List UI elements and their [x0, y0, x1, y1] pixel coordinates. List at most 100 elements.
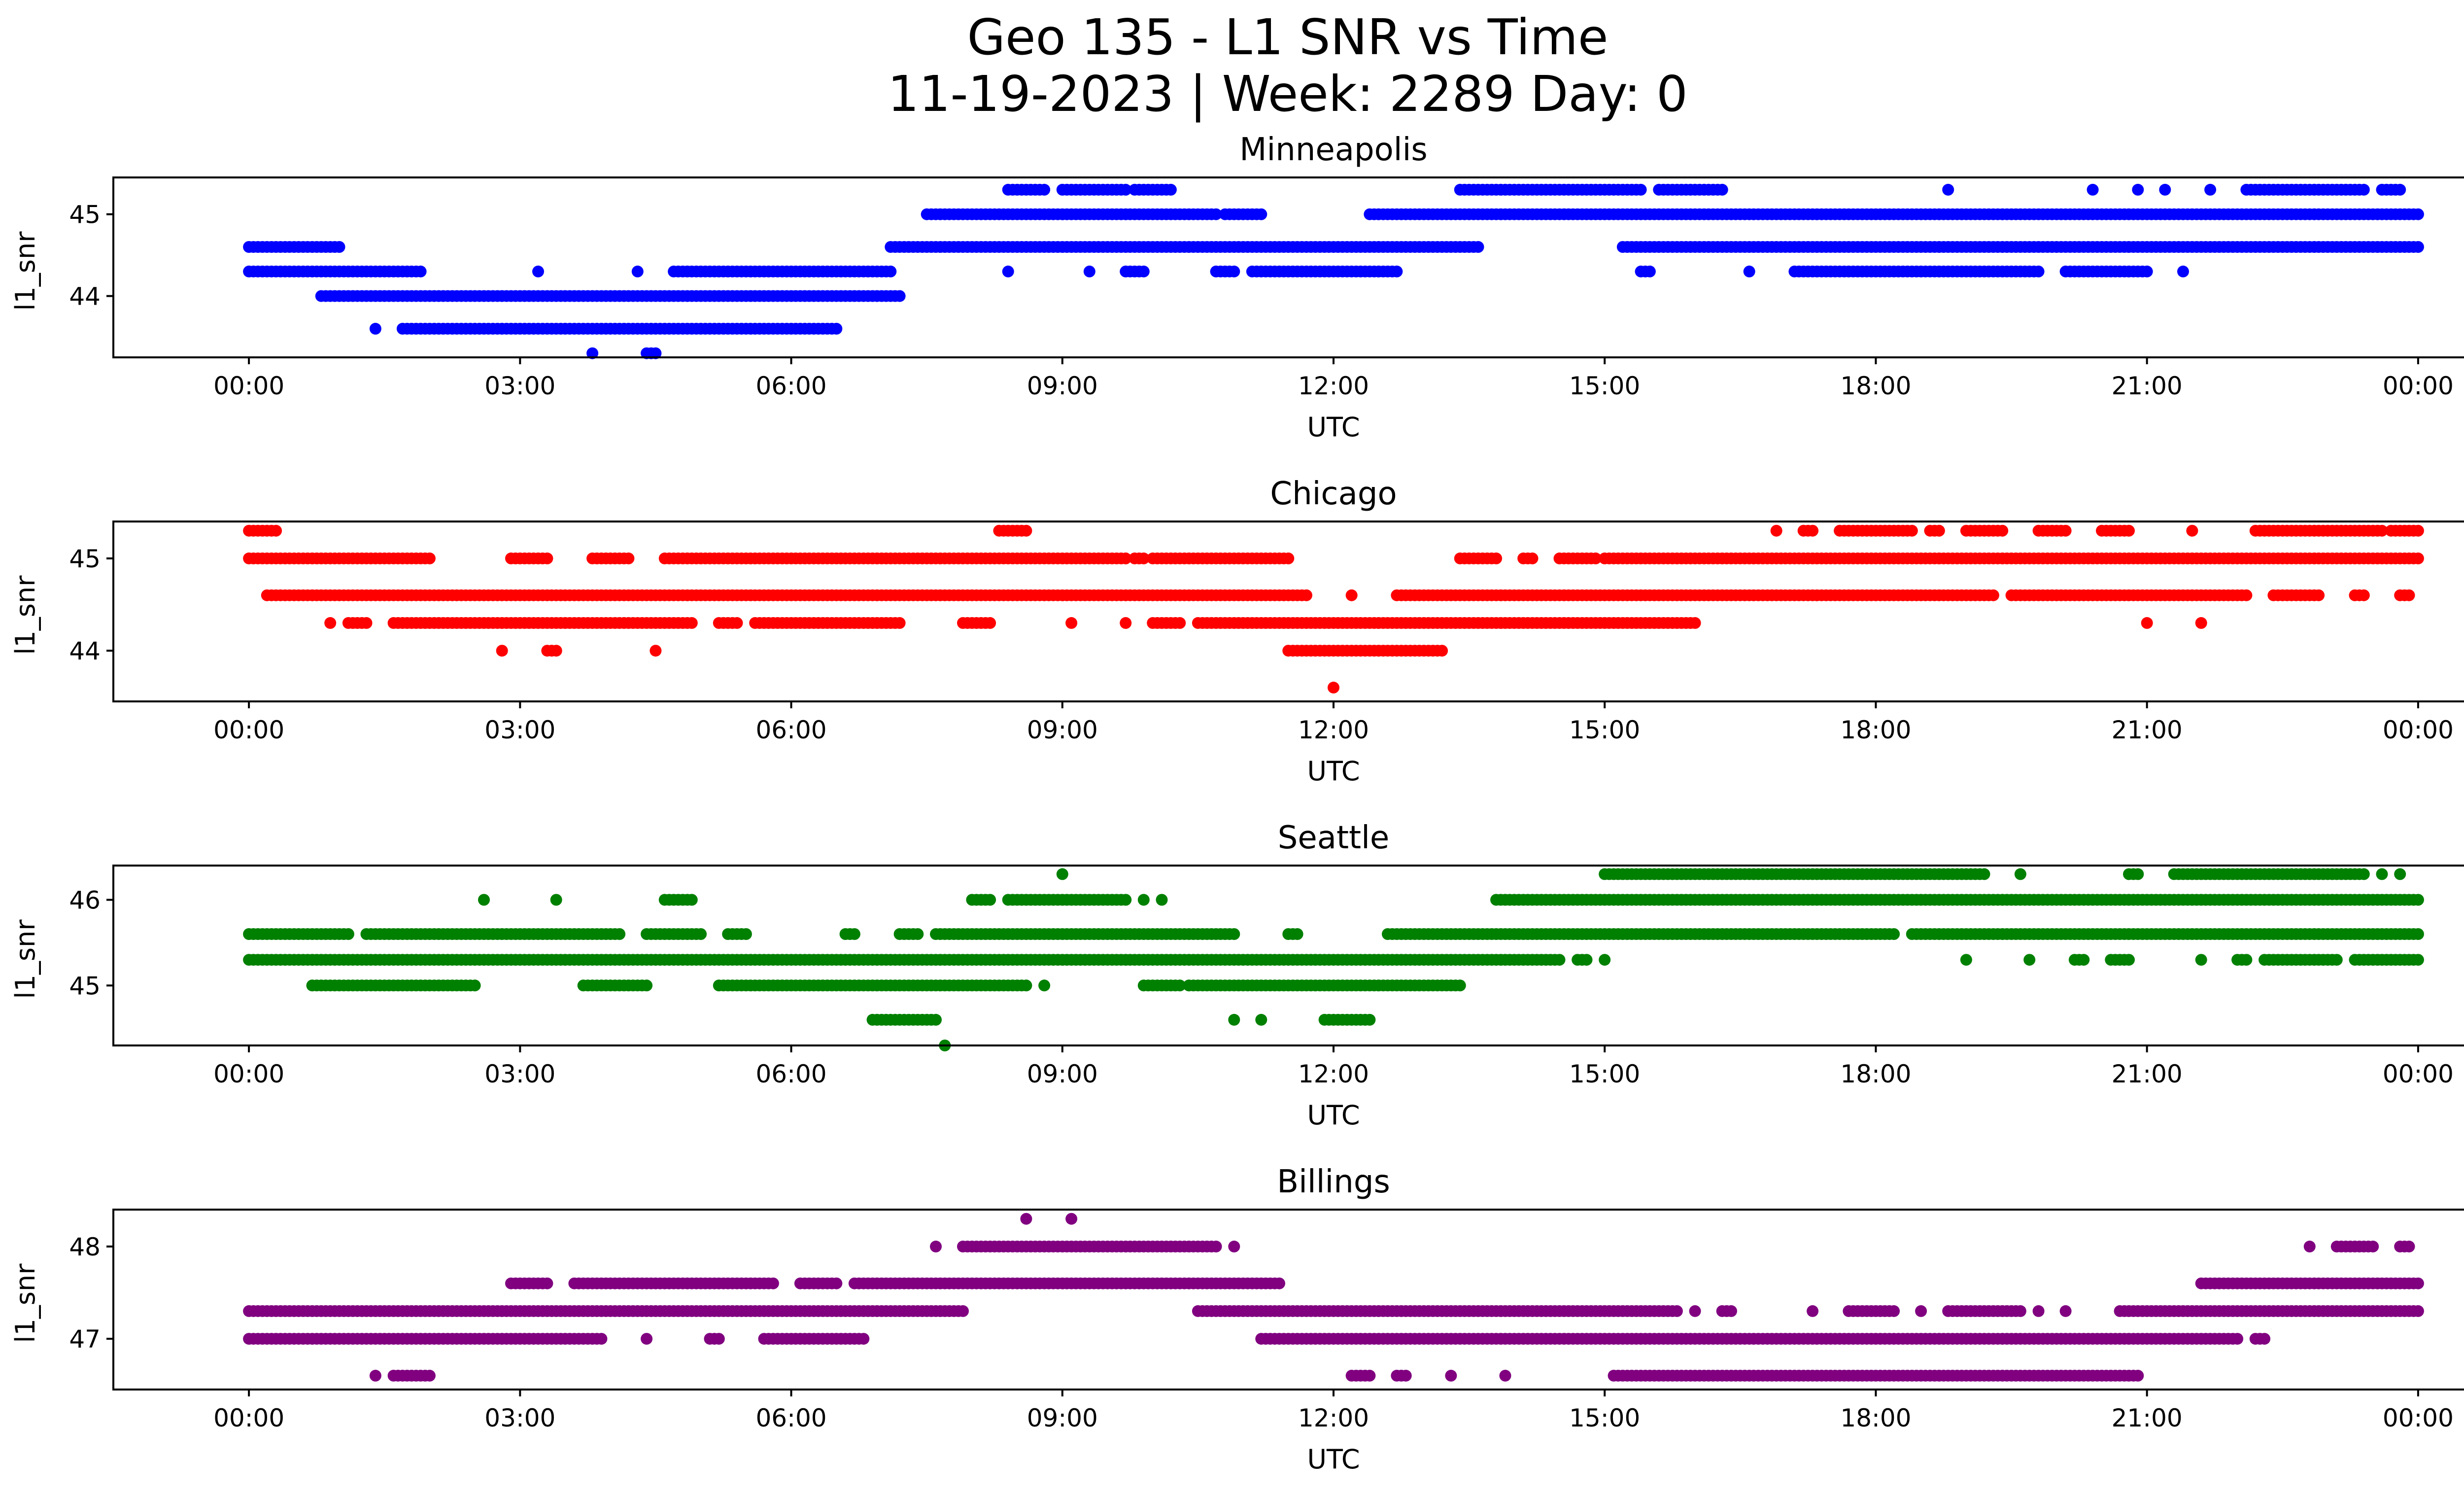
data-point	[893, 617, 906, 629]
data-point	[1526, 552, 1539, 564]
data-point	[1807, 524, 1819, 537]
data-point	[1400, 1369, 1412, 1382]
data-point	[2240, 589, 2253, 601]
x-tick-label: 21:00	[2112, 1060, 2183, 1088]
x-tick-label: 18:00	[1840, 1060, 1911, 1088]
chicago-points	[243, 524, 2424, 694]
x-tick-label: 00:00	[213, 1060, 284, 1088]
data-point	[1120, 552, 1132, 564]
data-point	[1137, 894, 1150, 906]
data-point	[1038, 183, 1051, 196]
data-point	[478, 894, 490, 906]
data-point	[2412, 208, 2424, 220]
data-point	[641, 1333, 653, 1345]
data-point	[1164, 183, 1177, 196]
x-axis-label: UTC	[1307, 1100, 1360, 1131]
data-point	[984, 617, 996, 629]
data-point	[1716, 183, 1728, 196]
x-tick-label: 09:00	[1027, 1060, 1098, 1088]
data-point	[1083, 265, 1095, 278]
data-point	[713, 1333, 725, 1345]
data-point	[1255, 1013, 1267, 1026]
data-point	[650, 645, 662, 657]
data-point	[685, 617, 698, 629]
y-axis-label: l1_snr	[10, 919, 41, 999]
data-point	[2186, 524, 2198, 537]
data-point	[1020, 979, 1032, 992]
data-point	[2412, 552, 2424, 564]
data-point	[622, 552, 635, 564]
x-axis-label: UTC	[1307, 756, 1360, 787]
x-tick-label: 15:00	[1569, 372, 1640, 400]
x-tick-label: 00:00	[2383, 1404, 2454, 1432]
x-tick-label: 00:00	[213, 1404, 284, 1432]
data-point	[423, 552, 436, 564]
data-point	[830, 1277, 843, 1289]
data-point	[270, 524, 282, 537]
data-point	[1743, 265, 1755, 278]
data-point	[1589, 552, 1602, 564]
data-point	[1635, 183, 1647, 196]
y-axis-label: l1_snr	[10, 575, 41, 655]
data-point	[2412, 1305, 2424, 1317]
data-point	[631, 265, 644, 278]
data-point	[2014, 868, 2026, 880]
data-point	[2087, 183, 2099, 196]
data-point	[1770, 524, 1782, 537]
data-point	[1328, 681, 1339, 694]
x-axis-label: UTC	[1307, 1444, 1360, 1475]
x-tick-label: 18:00	[1840, 372, 1911, 400]
x-tick-label: 06:00	[756, 1404, 827, 1432]
panel-title: Seattle	[1278, 820, 1390, 856]
x-tick-label: 09:00	[1027, 372, 1098, 400]
data-point	[893, 290, 906, 302]
data-point	[1445, 1369, 1457, 1382]
data-point	[957, 1305, 969, 1317]
data-point	[1174, 617, 1186, 629]
data-point	[984, 894, 996, 906]
x-tick-label: 06:00	[756, 372, 827, 400]
panel-title: Billings	[1277, 1164, 1390, 1200]
x-tick-label: 06:00	[756, 1060, 827, 1088]
data-point	[1291, 928, 1303, 940]
data-point	[2141, 617, 2153, 629]
data-point	[2376, 524, 2388, 537]
y-tick-label: 45	[69, 972, 101, 1000]
data-point	[2059, 1305, 2072, 1317]
data-point	[2204, 183, 2217, 196]
data-point	[469, 979, 481, 992]
data-point	[1499, 1369, 1511, 1382]
data-point	[848, 928, 860, 940]
data-point	[731, 617, 743, 629]
data-point	[2412, 954, 2424, 966]
x-tick-label: 12:00	[1298, 716, 1369, 744]
data-point	[2358, 589, 2370, 601]
x-tick-label: 03:00	[484, 1060, 555, 1088]
x-tick-label: 15:00	[1569, 716, 1640, 744]
data-point	[1228, 265, 1240, 278]
x-tick-label: 12:00	[1298, 1060, 1369, 1088]
data-point	[2412, 928, 2424, 940]
x-tick-label: 09:00	[1027, 716, 1098, 744]
data-point	[1987, 589, 1999, 601]
data-point	[2123, 954, 2135, 966]
data-point	[1960, 954, 1972, 966]
data-point	[1689, 617, 1701, 629]
data-point	[1436, 645, 1448, 657]
data-point	[550, 645, 562, 657]
data-point	[2141, 265, 2153, 278]
data-point	[369, 322, 381, 335]
chicago-panel: Chicago UTC l1_snr 00:00 03:00 06:00 09:00 1…	[10, 476, 2464, 787]
data-point	[595, 1333, 608, 1345]
x-tick-label: 00:00	[2383, 1060, 2454, 1088]
y-tick-label: 44	[69, 637, 101, 665]
data-point	[1472, 241, 1484, 253]
data-point	[2132, 1369, 2144, 1382]
y-tick-label: 46	[69, 886, 101, 915]
data-point	[1942, 183, 1954, 196]
x-tick-label: 21:00	[2112, 1404, 2183, 1432]
figure-title-line2: 11-19-2023 | Week: 2289 Day: 0	[888, 65, 1687, 123]
data-point	[2132, 868, 2144, 880]
y-axis-label: l1_snr	[10, 1263, 41, 1343]
data-point	[360, 617, 373, 629]
